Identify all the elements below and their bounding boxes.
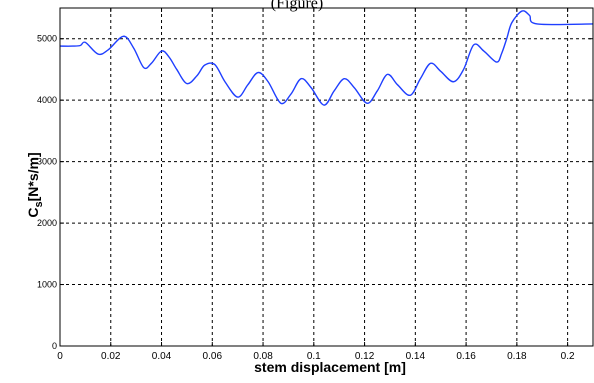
plot-frame [59,7,594,347]
caption-fragment: (Figure) [270,0,324,12]
x-tick-label: 0.18 [507,351,527,362]
svg-text:Cs[N*s/m]: Cs[N*s/m] [25,152,45,217]
y-tick-label: 2000 [37,218,57,228]
y-tick-label: 4000 [37,95,57,105]
grid-lines [60,8,593,346]
y-axis-label-unit: [N*s/m] [25,152,41,201]
y-axis-label-c: C [25,208,41,218]
x-tick-labels: 0 0.02 0.04 0.06 0.08 0.1 0.12 0.14 0.16 0.18 0.2 [57,351,575,362]
y-tick-label: 0 [52,341,57,351]
x-tick-label: 0 [57,351,63,362]
x-tick-label: 0.04 [152,351,172,362]
x-tick-label: 0.1 [307,351,321,362]
x-tick-label: 0.06 [203,351,223,362]
y-axis-label: Cs[N*s/m] [25,152,45,217]
y-tick-label: 3000 [37,157,57,167]
series-layer [59,10,594,106]
axis-ticks [59,8,593,347]
x-tick-label: 0.16 [456,351,476,362]
x-tick-label: 0.02 [101,351,121,362]
x-tick-label: 0.2 [561,351,575,362]
x-axis-label: stem displacement [m] [254,359,406,375]
x-tick-label: 0.12 [355,351,375,362]
x-tick-label: 0.14 [406,351,426,362]
y-axis-label-sub: s [33,201,45,207]
series-line-0 [59,10,594,106]
x-tick-label: 0.08 [253,351,273,362]
y-tick-label: 5000 [37,34,57,44]
y-tick-labels: 0 1000 2000 3000 4000 5000 [37,34,57,351]
y-tick-label: 1000 [37,280,57,290]
